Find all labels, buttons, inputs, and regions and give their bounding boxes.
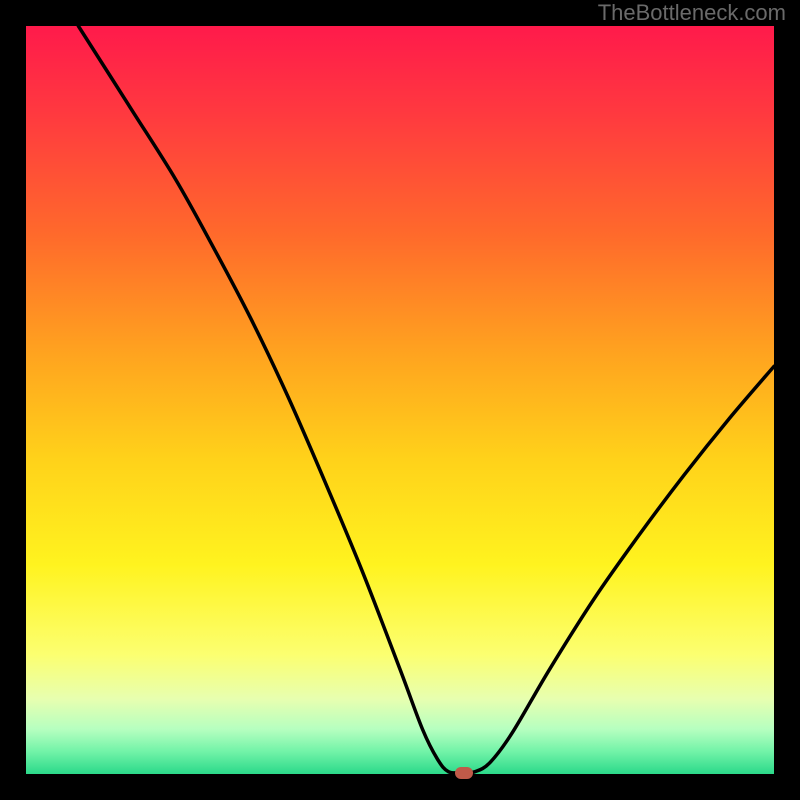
optimal-point-marker [455, 767, 473, 779]
chart-frame: TheBottleneck.com [0, 0, 800, 800]
bottleneck-curve [26, 26, 774, 774]
watermark-text: TheBottleneck.com [598, 0, 786, 26]
plot-area [26, 26, 774, 774]
